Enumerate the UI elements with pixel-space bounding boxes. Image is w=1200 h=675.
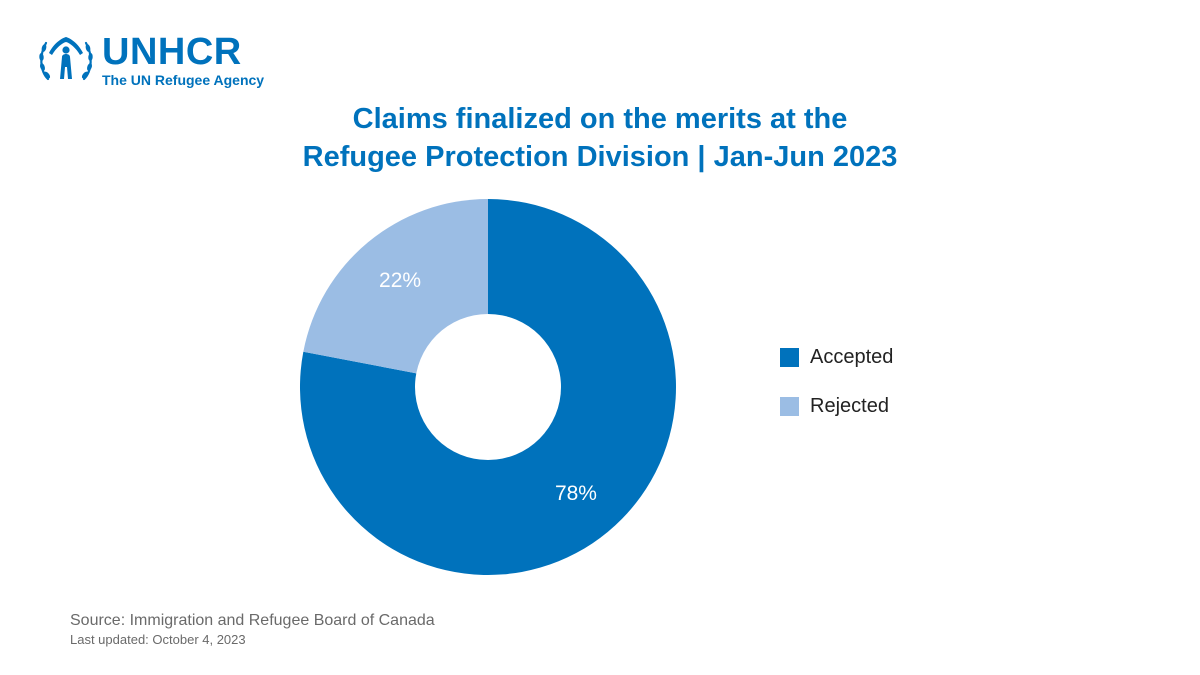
- chart-title-line-1: Claims finalized on the merits at the: [352, 103, 848, 135]
- logo-name: UNHCR: [102, 30, 242, 73]
- legend: Accepted Rejected: [780, 345, 893, 443]
- unhcr-logo: UNHCR The UN Refugee Agency: [36, 30, 265, 88]
- legend-swatch-accepted: [780, 348, 799, 367]
- legend-item-accepted: Accepted: [780, 345, 893, 370]
- legend-label-rejected: Rejected: [810, 395, 889, 417]
- legend-label-accepted: Accepted: [810, 346, 894, 368]
- slice-label-accepted: 78%: [555, 482, 597, 505]
- slice-labels: 78% 22%: [379, 269, 597, 505]
- legend-item-rejected: Rejected: [780, 394, 893, 419]
- donut-hole: [415, 314, 561, 460]
- chart-title-line-2: Refugee Protection Division | Jan-Jun 20…: [302, 141, 898, 173]
- unhcr-emblem-icon: [39, 37, 93, 81]
- chart-title: Claims finalized on the merits at the Re…: [0, 100, 1200, 176]
- last-updated-note: Last updated: October 4, 2023: [70, 632, 246, 647]
- source-note: Source: Immigration and Refugee Board of…: [70, 612, 435, 629]
- slice-label-rejected: 22%: [379, 269, 421, 292]
- legend-swatch-rejected: [780, 397, 799, 416]
- logo-tagline: The UN Refugee Agency: [102, 71, 265, 88]
